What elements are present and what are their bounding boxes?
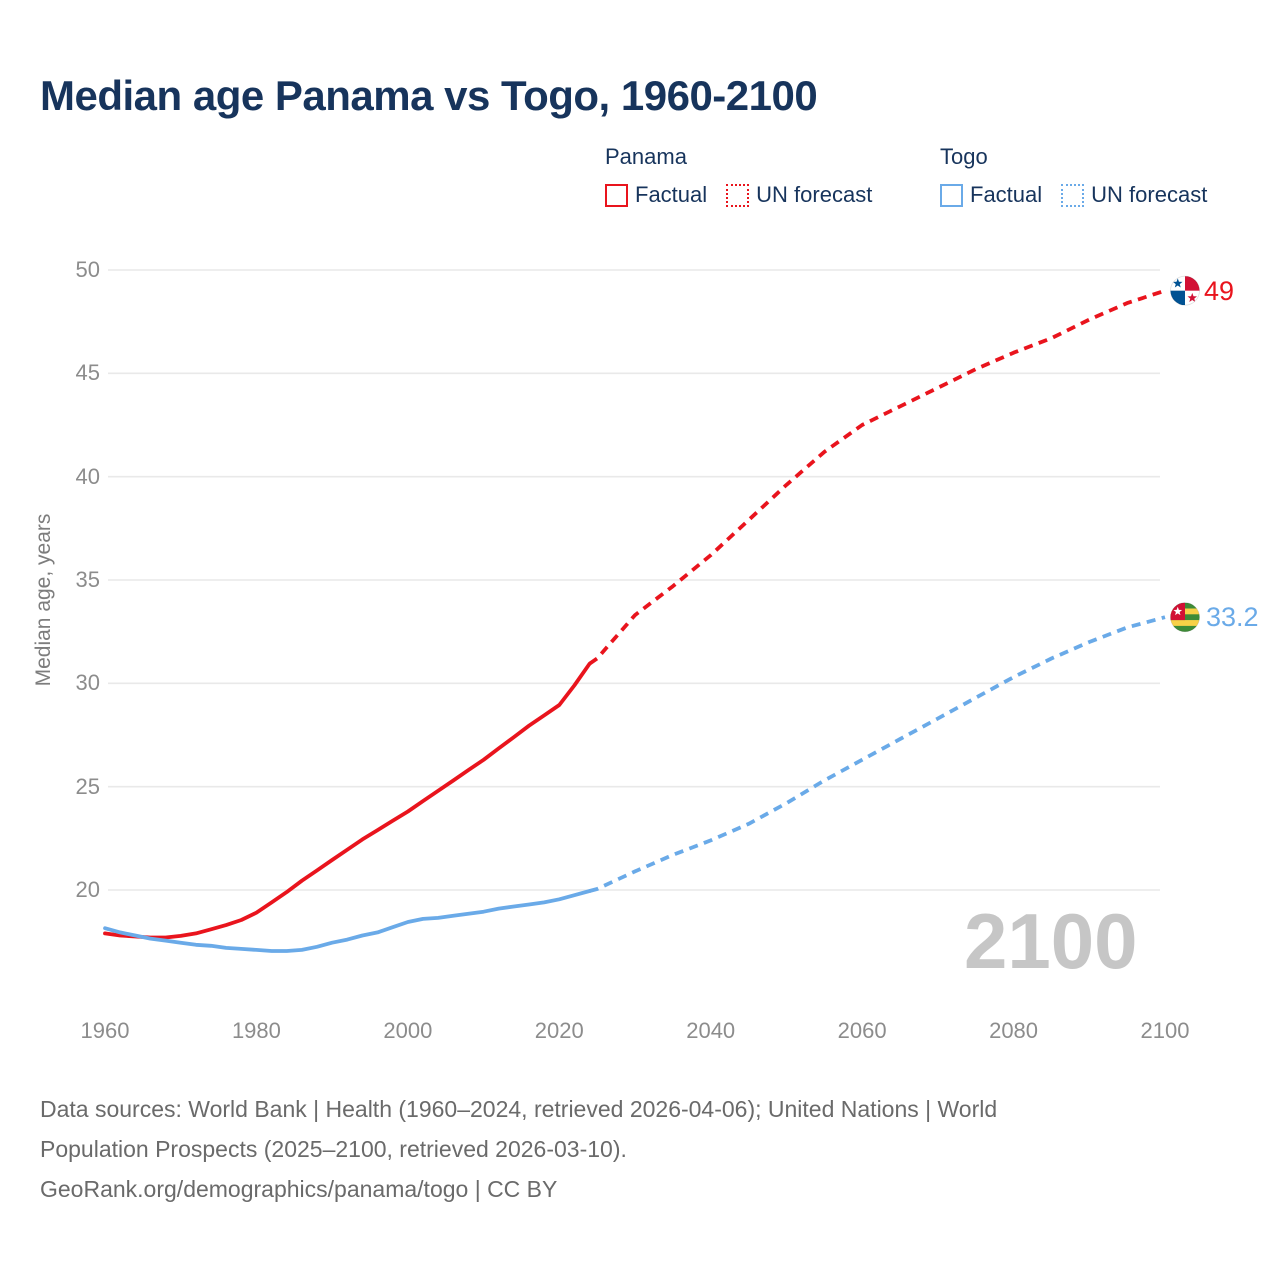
x-tick-label: 2080 — [989, 1018, 1039, 1043]
legend-label: Factual — [970, 182, 1043, 207]
legend-item-panama-factual: Factual — [605, 182, 707, 208]
panama-end-value-label: 49 — [1204, 276, 1235, 306]
series-lines — [103, 288, 1166, 953]
series-togo-un-forecast — [589, 615, 1166, 893]
togo-forecast-swatch-icon — [1061, 183, 1085, 207]
legend-row-panama: Factual UN forecast — [605, 182, 891, 208]
x-tick-label: 2040 — [686, 1018, 736, 1043]
legend-item-togo-forecast: UN forecast — [1061, 182, 1207, 208]
x-tick-label: 2100 — [1140, 1018, 1190, 1043]
panama-forecast-swatch-icon — [726, 183, 750, 207]
legend-heading-togo: Togo — [940, 144, 988, 169]
footer-attribution: Data sources: World Bank | Health (1960–… — [40, 1089, 997, 1209]
gridlines — [108, 269, 1160, 891]
legend-row-togo: Factual UN forecast — [940, 182, 1226, 208]
footer-line: Data sources: World Bank | Health (1960–… — [40, 1096, 998, 1122]
y-tick-label: 40 — [75, 463, 100, 489]
legend-group-togo: Togo Factual UN forecast — [940, 144, 1226, 208]
togo-factual-swatch-icon — [940, 183, 963, 207]
x-tick-label: 2060 — [837, 1018, 887, 1043]
y-tick-label: 35 — [75, 567, 100, 592]
y-tick-label: 50 — [75, 257, 100, 282]
legend-item-togo-factual: Factual — [940, 182, 1042, 208]
y-tick-label: 45 — [75, 360, 100, 386]
legend-label: UN forecast — [1091, 182, 1208, 207]
footer-line: GeoRank.org/demographics/panama/togo | C… — [40, 1176, 558, 1202]
panama-factual-swatch-icon — [605, 183, 628, 207]
x-tick-label: 2000 — [383, 1018, 433, 1043]
footer-line: Population Prospects (2025–2100, retriev… — [40, 1136, 627, 1162]
legend-heading-panama: Panama — [605, 144, 687, 169]
y-tick-label: 30 — [75, 670, 100, 696]
panama-flag-icon — [1170, 275, 1200, 306]
x-tick-label: 2020 — [534, 1018, 584, 1043]
togo-flag-icon — [1170, 602, 1200, 633]
togo-end-value-label: 33.2 — [1206, 602, 1259, 632]
x-tick-label: 1960 — [80, 1018, 130, 1043]
chart-title: Median age Panama vs Togo, 1960-2100 — [40, 72, 818, 119]
series-togo-factual — [103, 889, 592, 953]
y-tick-label: 25 — [75, 773, 100, 799]
x-tick-label: 1980 — [231, 1018, 281, 1043]
legend-group-panama: Panama Factual UN forecast — [605, 144, 891, 208]
watermark-year: 2100 — [964, 897, 1138, 985]
series-panama-un-forecast — [588, 288, 1166, 666]
series-panama-factual — [103, 661, 592, 940]
y-tick-label: 20 — [75, 877, 100, 902]
legend-label: Factual — [635, 182, 708, 207]
legend-label: UN forecast — [756, 182, 873, 207]
legend-item-panama-forecast: UN forecast — [726, 182, 872, 208]
